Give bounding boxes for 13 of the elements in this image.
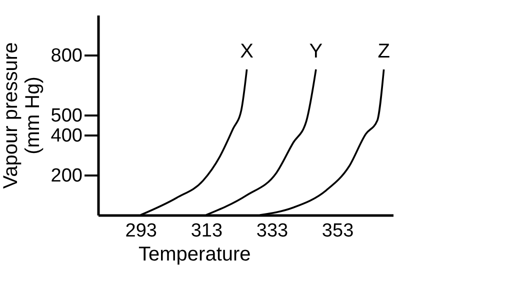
y-tick-label: 200 [50, 166, 82, 186]
x-tick-label: 333 [256, 220, 288, 242]
series-label: Y [309, 40, 323, 62]
x-tick-label: 293 [125, 220, 157, 242]
x-tick-label: 353 [322, 220, 354, 242]
y-tick-label: 500 [50, 106, 82, 126]
y-axis-title: Vapour pressure (mm Hg) [0, 42, 44, 189]
y-tick-label: 800 [50, 46, 82, 66]
x-tick-label: 313 [190, 220, 223, 242]
series-label: X [240, 40, 254, 62]
series-label: Z [378, 40, 390, 62]
y-tick-label: 400 [50, 126, 82, 146]
x-axis-title: Temperature [138, 244, 251, 266]
